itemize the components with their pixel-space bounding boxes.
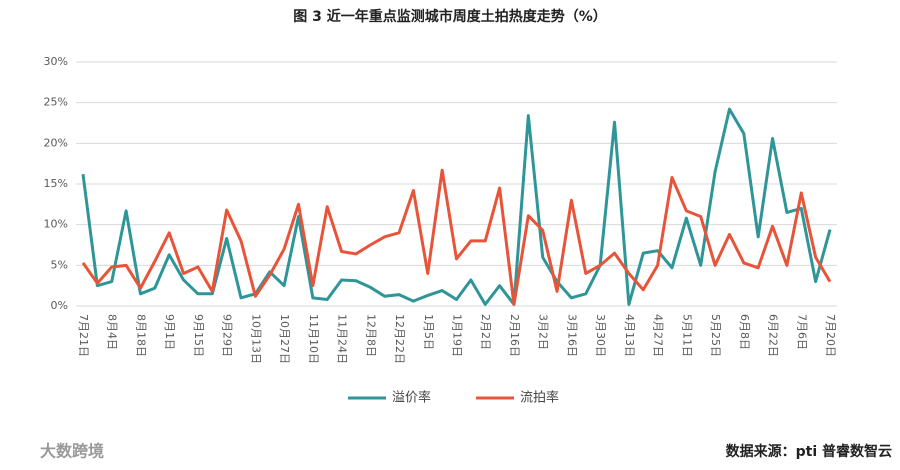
x-tick-label: 2月2日 xyxy=(479,314,492,350)
x-tick-label: 8月4日 xyxy=(106,314,119,350)
x-tick-label: 9月1日 xyxy=(163,314,176,350)
x-tick-label: 9月29日 xyxy=(221,314,234,357)
source: 数据来源：pti 普睿数智云 xyxy=(726,443,892,460)
y-tick-label: 20% xyxy=(44,136,68,149)
x-tick-label: 6月22日 xyxy=(767,314,780,357)
y-tick-label: 15% xyxy=(44,177,68,190)
series-line xyxy=(81,107,832,306)
y-tick-label: 25% xyxy=(44,96,68,109)
x-tick-label: 3月30日 xyxy=(594,314,607,357)
x-tick-label: 7月20日 xyxy=(824,314,837,357)
x-tick-label: 2月16日 xyxy=(508,314,521,357)
y-tick-label: 10% xyxy=(44,218,68,231)
legend-label: 流拍率 xyxy=(520,390,559,406)
x-tick-label: 10月27日 xyxy=(278,314,291,364)
series-line xyxy=(81,168,832,306)
x-tick-label: 1月5日 xyxy=(422,314,435,350)
x-tick-label: 1月19日 xyxy=(451,314,464,357)
x-tick-label: 7月6日 xyxy=(795,314,808,350)
x-tick-label: 8月18日 xyxy=(134,314,147,357)
x-tick-label: 4月13日 xyxy=(623,314,636,357)
x-tick-label: 7月21日 xyxy=(77,314,90,357)
x-tick-label: 4月27日 xyxy=(652,314,665,357)
chart-title: 图 3 近一年重点监测城市周度土拍热度走势（%） xyxy=(293,8,607,25)
x-tick-label: 6月8日 xyxy=(738,314,751,350)
x-tick-label: 11月24日 xyxy=(336,314,349,364)
legend-label: 溢价率 xyxy=(392,390,431,406)
x-tick-label: 11月10日 xyxy=(307,314,320,364)
y-tick-label: 30% xyxy=(44,55,68,68)
x-tick-label: 3月16日 xyxy=(565,314,578,357)
x-tick-label: 10月13日 xyxy=(249,314,262,364)
y-tick-label: 0% xyxy=(51,299,68,312)
x-tick-label: 3月2日 xyxy=(537,314,550,350)
x-tick-label: 12月22日 xyxy=(393,314,406,364)
x-tick-label: 9月15日 xyxy=(192,314,205,357)
watermark: 大数跨境 xyxy=(40,442,104,461)
y-tick-label: 5% xyxy=(51,258,68,271)
x-tick-label: 12月8日 xyxy=(364,314,377,357)
x-tick-label: 5月11日 xyxy=(680,314,693,357)
x-tick-label: 5月25日 xyxy=(709,314,722,357)
